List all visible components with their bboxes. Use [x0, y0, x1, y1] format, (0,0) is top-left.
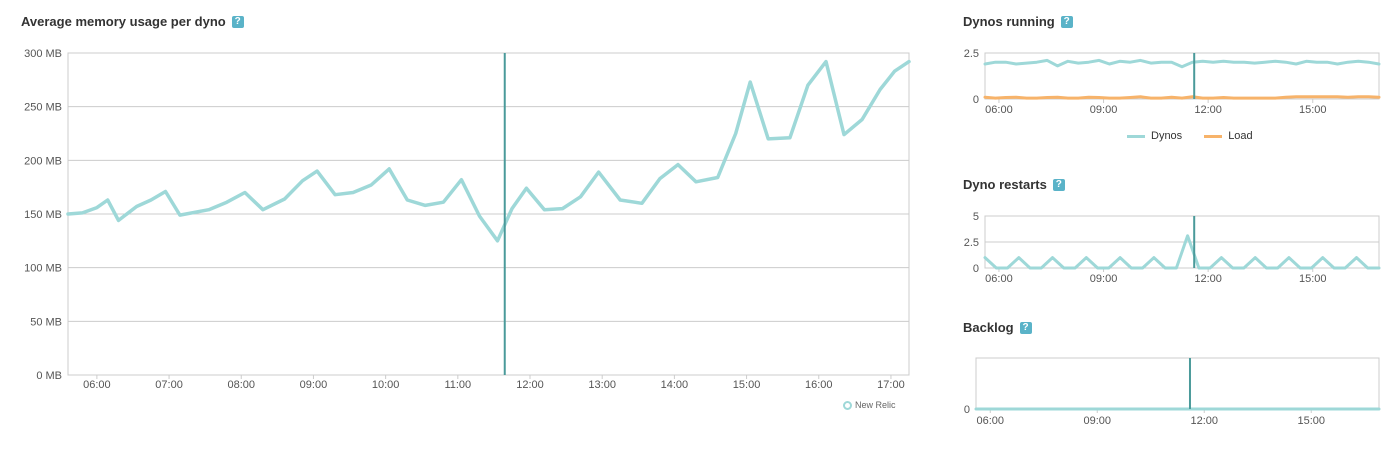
backlog-title-text: Backlog: [963, 320, 1014, 335]
dynos-x-tick-label: 15:00: [1299, 104, 1327, 116]
memory-y-tick-label: 100 MB: [24, 263, 62, 275]
restarts-x-tick-label: 15:00: [1299, 273, 1327, 285]
dynos-series-line-load: [983, 95, 1381, 100]
restarts-y-tick-label: 0: [973, 263, 979, 275]
memory-x-tick-label: 07:00: [155, 379, 183, 391]
load-swatch: [1204, 134, 1223, 138]
restarts-y-tick-label: 2.5: [964, 237, 979, 249]
restarts-title-text: Dyno restarts: [963, 177, 1047, 192]
backlog-x-tick-label: 12:00: [1190, 415, 1218, 427]
legend-load-label[interactable]: Load: [1228, 130, 1253, 142]
help-icon[interactable]: ?: [1019, 321, 1032, 334]
new-relic-attribution[interactable]: New Relic: [843, 400, 896, 410]
memory-x-tick-label: 10:00: [372, 379, 400, 391]
memory-chart-title: Average memory usage per dyno ?: [21, 14, 244, 29]
dynos-x-tick-label: 12:00: [1194, 104, 1222, 116]
dynos-title-text: Dynos running: [963, 14, 1055, 29]
memory-series-line: [66, 59, 911, 243]
backlog-x-tick-label: 09:00: [1083, 415, 1111, 427]
legend-dynos-label[interactable]: Dynos: [1151, 130, 1183, 142]
memory-title-text: Average memory usage per dyno: [21, 14, 226, 29]
memory-x-tick-label: 15:00: [733, 379, 761, 391]
memory-y-tick-label: 150 MB: [24, 209, 62, 221]
memory-y-tick-label: 250 MB: [24, 102, 62, 114]
dynos-chart-title: Dynos running ?: [963, 14, 1073, 29]
help-icon[interactable]: ?: [231, 15, 244, 28]
memory-x-tick-label: 11:00: [444, 379, 471, 391]
help-icon[interactable]: ?: [1060, 15, 1073, 28]
dynos-legend: Dynos Load: [1127, 130, 1253, 142]
dynos-swatch: [1127, 134, 1145, 138]
restarts-chart-title: Dyno restarts ?: [963, 177, 1065, 192]
new-relic-label: New Relic: [855, 400, 896, 410]
dynos-y-tick-label: 2.5: [964, 48, 979, 60]
memory-x-tick-label: 17:00: [877, 379, 905, 391]
restarts-series-line: [983, 234, 1381, 270]
new-relic-icon: [843, 400, 852, 410]
memory-y-tick-label: 0 MB: [36, 370, 62, 382]
memory-x-tick-label: 16:00: [805, 379, 833, 391]
help-icon[interactable]: ?: [1052, 178, 1065, 191]
memory-x-tick-label: 06:00: [83, 379, 111, 391]
memory-x-tick-label: 13:00: [588, 379, 616, 391]
dynos-y-tick-label: 0: [973, 94, 979, 106]
backlog-chart-title: Backlog ?: [963, 320, 1032, 335]
memory-x-tick-label: 09:00: [300, 379, 328, 391]
memory-y-tick-label: 300 MB: [24, 48, 62, 60]
restarts-x-tick-label: 06:00: [985, 273, 1013, 285]
dynos-x-tick-label: 06:00: [985, 104, 1013, 116]
memory-x-tick-label: 14:00: [661, 379, 689, 391]
memory-y-tick-label: 50 MB: [30, 316, 62, 328]
backlog-x-tick-label: 06:00: [976, 415, 1004, 427]
backlog-plot-frame: [975, 357, 1380, 410]
memory-x-tick-label: 12:00: [516, 379, 544, 391]
restarts-x-tick-label: 12:00: [1194, 273, 1222, 285]
memory-x-tick-label: 08:00: [227, 379, 255, 391]
backlog-y-tick-label: 0: [964, 404, 970, 416]
dynos-series-line-dynos: [983, 58, 1381, 69]
backlog-x-tick-label: 15:00: [1297, 415, 1325, 427]
dynos-x-tick-label: 09:00: [1090, 104, 1118, 116]
memory-y-tick-label: 200 MB: [24, 155, 62, 167]
restarts-y-tick-label: 5: [973, 211, 979, 223]
restarts-x-tick-label: 09:00: [1090, 273, 1118, 285]
